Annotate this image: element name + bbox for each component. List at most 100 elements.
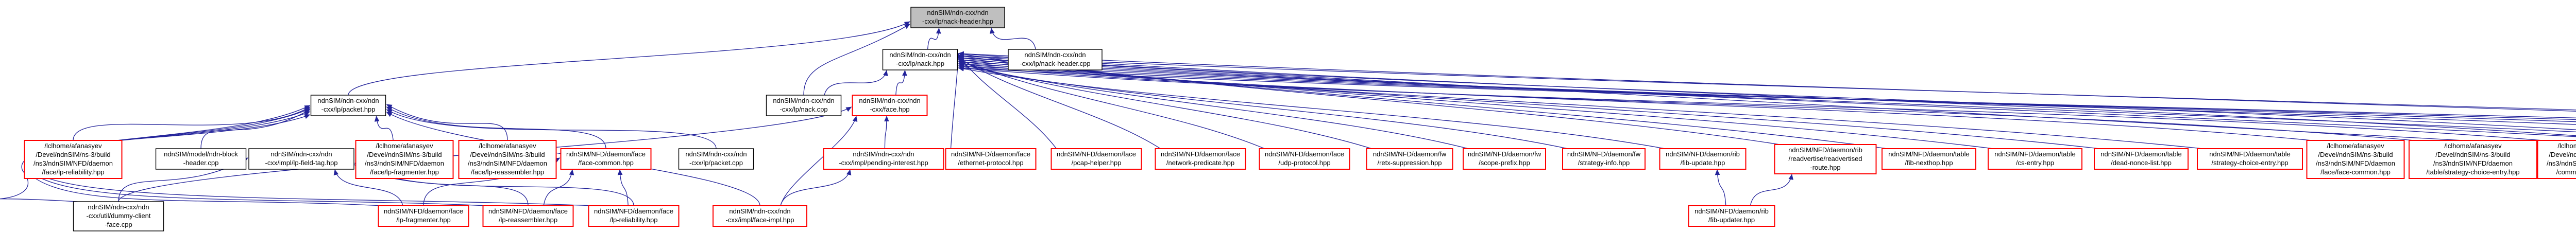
graph-node-box[interactable]	[1366, 148, 1453, 170]
graph-node[interactable]: /lclhome/afanasyev/Devel/ndnSIM/ns-3/bui…	[2409, 140, 2537, 179]
graph-node[interactable]: ndnSIM/NFD/daemon/table/dead-nonce-list.…	[2094, 148, 2189, 170]
graph-node[interactable]: ndnSIM/NFD/daemon/fw/retx-suppression.hp…	[1366, 148, 1453, 170]
graph-node-box[interactable]	[248, 148, 354, 170]
graph-node[interactable]: ndnSIM/NFD/daemon/table/cs-entry.hpp	[1988, 148, 2082, 170]
graph-node-box[interactable]	[73, 201, 164, 231]
include-edge	[958, 61, 2576, 122]
graph-node-box[interactable]	[560, 148, 652, 170]
graph-node[interactable]: ndnSIM/NFD/daemon/rib/fib-update.hpp	[1659, 148, 1747, 170]
graph-node-box[interactable]	[678, 148, 754, 170]
graph-node-label: ndnSIM/ndn-cxx/ndn -cxx/lp/packet.hpp	[317, 97, 379, 113]
graph-node-label: ndnSIM/NFD/daemon/rib/fib-updater.hpp	[1694, 207, 1769, 224]
graph-node-label: ndnSIM/ndn-cxx/ndn -cxx/lp/nack.hpp	[889, 51, 951, 67]
graph-node-box[interactable]	[1463, 148, 1546, 170]
graph-node-box[interactable]	[882, 49, 958, 70]
graph-node-box[interactable]	[1155, 148, 1246, 170]
graph-node-box[interactable]	[2094, 148, 2189, 170]
graph-node-box[interactable]	[355, 140, 454, 179]
include-edge	[0, 114, 311, 202]
include-edge	[958, 55, 2576, 137]
graph-node-label: ndnSIM/NFD/daemon/face/pcap-helper.hpp	[1057, 150, 1136, 167]
graph-node[interactable]: ndnSIM/NFD/daemon/rib/fib-updater.hpp	[1688, 205, 1775, 227]
graph-node-box[interactable]	[588, 205, 680, 227]
graph-node-box[interactable]	[1988, 148, 2082, 170]
graph-node-box[interactable]	[910, 7, 1005, 28]
graph-node[interactable]: ndnSIM/ndn-cxx/ndn -cxx/util/dummy-client…	[73, 201, 164, 231]
graph-node-box[interactable]	[1562, 148, 1646, 170]
graph-node-box[interactable]	[378, 205, 469, 227]
graph-node[interactable]: ndnSIM/NFD/daemon/rib/readvertise/readve…	[1774, 144, 1877, 174]
include-edge	[958, 53, 2576, 111]
include-edge	[780, 169, 852, 206]
graph-node[interactable]: ndnSIM/NFD/daemon/face/pcap-helper.hpp	[1050, 148, 1142, 170]
graph-nodes: ndnSIM/ndn-cxx/ndn -cxx/lp/nack-header.hp…	[24, 7, 2576, 231]
graph-node[interactable]: ndnSIM/NFD/daemon/fw/scope-prefix.hpp	[1463, 148, 1546, 170]
include-edge	[118, 157, 248, 202]
graph-node-label: ndnSIM/NFD/daemon/fw/scope-prefix.hpp	[1468, 150, 1541, 167]
graph-node-box[interactable]	[1688, 205, 1775, 227]
graph-node[interactable]: /lclhome/afanasyev/Devel/ndnSIM/ns-3/bui…	[24, 140, 123, 179]
graph-node[interactable]: /lclhome/afanasyev/Devel/ndnSIM/ns-3/bui…	[458, 140, 557, 179]
graph-node[interactable]: ndnSIM/model/ndn-block -header.cpp	[155, 148, 247, 170]
graph-node-box[interactable]	[1050, 148, 1142, 170]
graph-node[interactable]: /lclhome/afanasyev/Devel/ndnSIM/ns-3/bui…	[2537, 140, 2576, 179]
include-edge	[958, 56, 1994, 149]
graph-node-label: ndnSIM/NFD/daemon/rib/readvertise/readve…	[1788, 146, 1862, 171]
include-edge	[617, 169, 629, 206]
graph-node-label: ndnSIM/NFD/daemon/face/udp-protocol.hpp	[1265, 150, 1344, 167]
graph-node[interactable]: ndnSIM/ndn-cxx/ndn -cxx/lp/packet.hpp	[310, 95, 386, 116]
graph-node[interactable]: ndnSIM/ndn-cxx/ndn -cxx/lp/packet.cpp	[678, 148, 754, 170]
include-edge	[958, 53, 2576, 130]
graph-node-box[interactable]	[2537, 140, 2576, 179]
graph-node[interactable]: ndnSIM/ndn-cxx/ndn -cxx/impl/pending-inte…	[823, 148, 944, 170]
graph-node-box[interactable]	[1774, 144, 1877, 174]
graph-node-label: ndnSIM/NFD/daemon/face/network-predicate…	[1161, 150, 1240, 167]
graph-node-box[interactable]	[852, 95, 928, 116]
graph-node[interactable]: ndnSIM/NFD/daemon/table/strategy-choice-…	[2197, 148, 2303, 170]
graph-node[interactable]: ndnSIM/NFD/daemon/table/fib-nexthop.hpp	[1882, 148, 1976, 170]
graph-node[interactable]: ndnSIM/NFD/daemon/face/face-common.hpp	[560, 148, 652, 170]
graph-node-box[interactable]	[155, 148, 247, 170]
include-edge	[958, 51, 2576, 136]
graph-node-label: ndnSIM/NFD/daemon/face/lp-reassembler.hp…	[488, 207, 568, 224]
graph-node[interactable]: ndnSIM/ndn-cxx/ndn -cxx/lp/nack-header.cp…	[1008, 49, 1103, 70]
graph-node-label: ndnSIM/NFD/daemon/face/face-common.hpp	[566, 150, 646, 167]
graph-node[interactable]: ndnSIM/ndn-cxx/ndn -cxx/impl/face-impl.hp…	[713, 205, 807, 227]
graph-node[interactable]: ndnSIM/NFD/daemon/face/ethernet-protocol…	[945, 148, 1037, 170]
graph-node-box[interactable]	[310, 95, 386, 116]
graph-node[interactable]: ndnSIM/NFD/daemon/fw/strategy-info.hpp	[1562, 148, 1646, 170]
graph-node-box[interactable]	[482, 205, 574, 227]
graph-node[interactable]: ndnSIM/NFD/daemon/face/udp-protocol.hpp	[1259, 148, 1350, 170]
graph-node-box[interactable]	[2306, 140, 2405, 179]
graph-node[interactable]: ndnSIM/ndn-cxx/ndn -cxx/lp/nack.hpp	[882, 49, 958, 70]
graph-node-box[interactable]	[1882, 148, 1976, 170]
graph-node[interactable]: /lclhome/afanasyev/Devel/ndnSIM/ns-3/bui…	[2306, 140, 2405, 179]
include-edge	[958, 51, 2576, 112]
graph-node-box[interactable]	[1259, 148, 1350, 170]
graph-node-label: ndnSIM/ndn-cxx/ndn -cxx/util/dummy-client…	[87, 203, 151, 228]
graph-node[interactable]: ndnSIM/NFD/daemon/face/lp-fragmenter.hpp	[378, 205, 469, 227]
graph-node-box[interactable]	[2197, 148, 2303, 170]
graph-node-box[interactable]	[24, 140, 123, 179]
include-edge	[958, 66, 1665, 149]
graph-node-label: ndnSIM/NFD/daemon/fw/strategy-info.hpp	[1567, 150, 1641, 167]
graph-node-label: ndnSIM/ndn-cxx/ndn -cxx/impl/lp-field-tag…	[265, 150, 338, 167]
graph-node-box[interactable]	[458, 140, 557, 179]
graph-node-box[interactable]	[823, 148, 944, 170]
graph-node[interactable]: ndnSIM/ndn-cxx/ndn -cxx/face.hpp	[852, 95, 928, 116]
graph-node[interactable]: ndnSIM/ndn-cxx/ndn -cxx/lp/nack-header.hp…	[910, 7, 1005, 28]
graph-node-box[interactable]	[2409, 140, 2537, 179]
graph-node-box[interactable]	[945, 148, 1037, 170]
graph-node-box[interactable]	[1659, 148, 1747, 170]
graph-node[interactable]: ndnSIM/NFD/daemon/face/lp-reliability.hp…	[588, 205, 680, 227]
graph-node-label: ndnSIM/ndn-cxx/ndn -cxx/impl/face-impl.hp…	[726, 207, 794, 224]
graph-node-box[interactable]	[766, 95, 842, 116]
graph-node[interactable]: ndnSIM/NFD/daemon/face/lp-reassembler.hp…	[482, 205, 574, 227]
graph-node[interactable]: ndnSIM/ndn-cxx/ndn -cxx/lp/nack.cpp	[766, 95, 842, 116]
graph-node-box[interactable]	[1008, 49, 1103, 70]
graph-node[interactable]: ndnSIM/NFD/daemon/face/network-predicate…	[1155, 148, 1246, 170]
graph-node[interactable]: ndnSIM/ndn-cxx/ndn -cxx/impl/lp-field-tag…	[248, 148, 354, 170]
graph-node[interactable]: /lclhome/afanasyev/Devel/ndnSIM/ns-3/bui…	[355, 140, 454, 179]
graph-node-box[interactable]	[713, 205, 807, 227]
